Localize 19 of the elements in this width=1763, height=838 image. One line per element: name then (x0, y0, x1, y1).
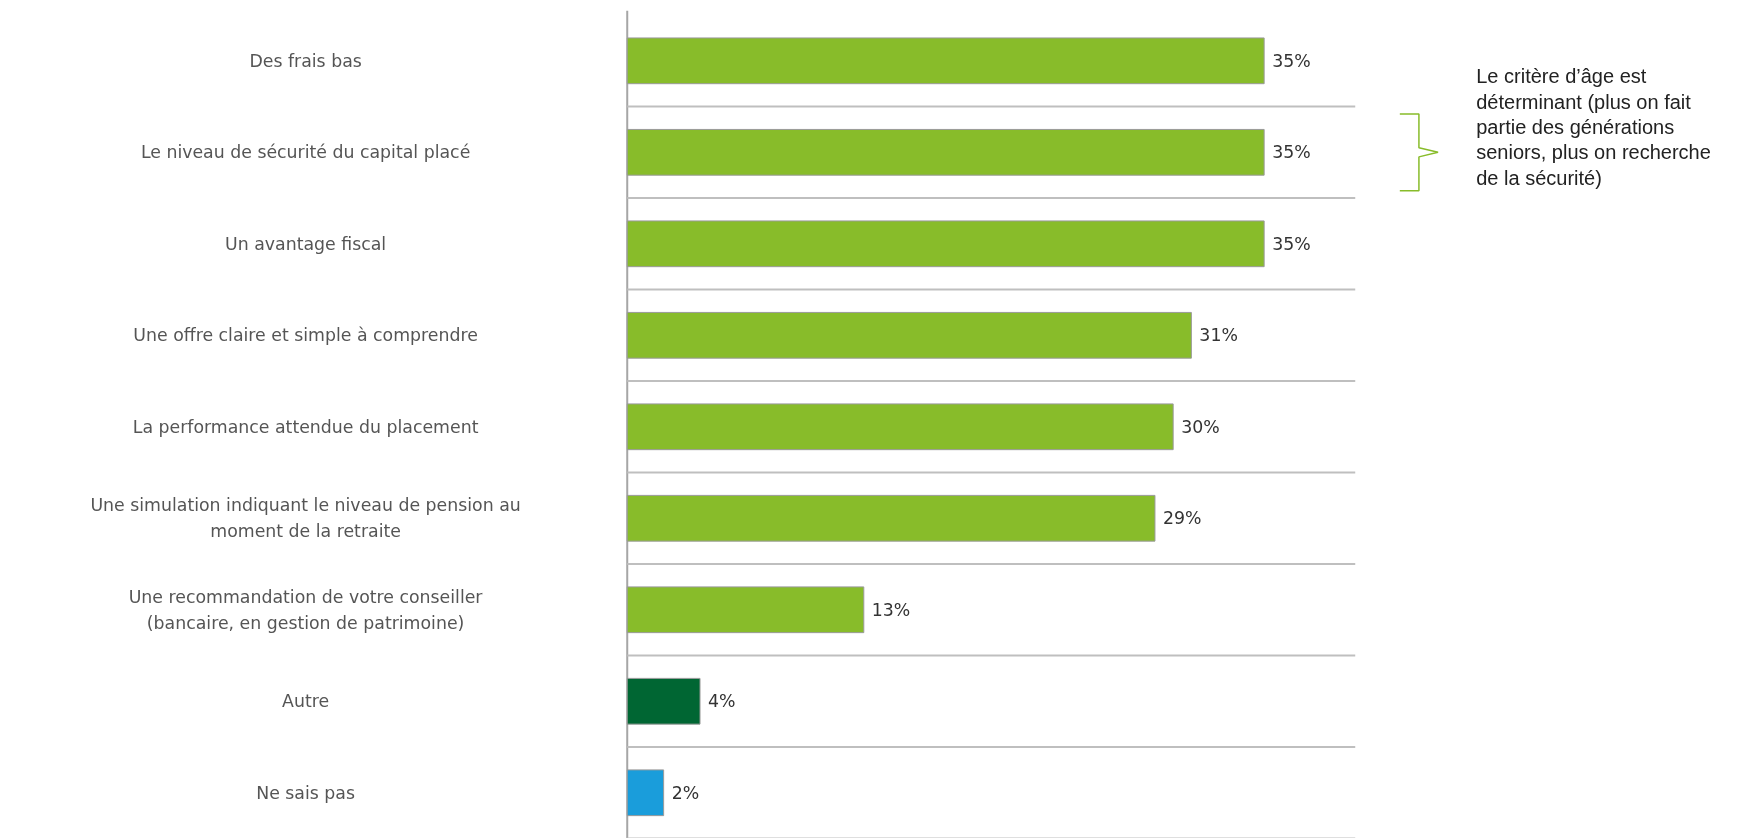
data-label: 2% (671, 782, 700, 803)
y-tick-label: Des frais bas (249, 50, 362, 71)
data-label: 30% (1181, 416, 1220, 437)
data-label: 35% (1272, 233, 1311, 254)
y-tick-label: Une recommandation de votre conseiller (bancaire, en gestion de patrimoine) (128, 586, 484, 633)
data-label: 35% (1272, 50, 1311, 71)
y-tick-label: Ne sais pas (256, 782, 355, 803)
y-tick-label: Autre (282, 691, 330, 712)
data-label: 4% (708, 691, 736, 712)
data-label: 31% (1199, 325, 1238, 346)
y-tick-label: Le niveau de sécurité du capital placé (140, 142, 471, 163)
data-label: 35% (1272, 142, 1311, 163)
y-tick-label: Une offre claire et simple à comprendre (133, 325, 478, 346)
data-label: 29% (1162, 508, 1202, 529)
y-tick-label: Un avantage fiscal (225, 233, 387, 254)
data-label: 13% (871, 599, 911, 620)
y-tick-label: La performance attendue du placement (132, 416, 479, 437)
text: Le critère d’âge est déterminant (plus on fait partie des générations seniors, plus on recherche de la sécurité) (1476, 65, 1711, 189)
y-tick-label: Une simulation indiquant le niveau de pension au moment de la retraite (90, 495, 521, 542)
